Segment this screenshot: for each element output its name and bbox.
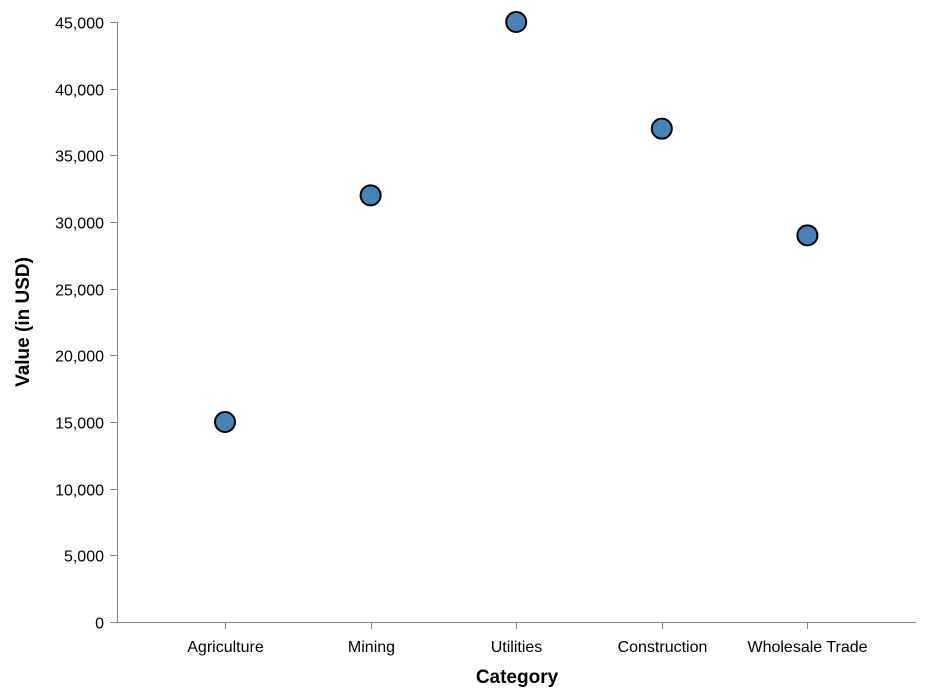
data-point — [650, 117, 673, 140]
data-points — [214, 11, 819, 433]
y-tick-label: 20,000 — [55, 349, 104, 366]
y-tick-label: 40,000 — [55, 83, 104, 100]
y-tick-label: 45,000 — [55, 16, 104, 33]
data-point — [214, 411, 236, 433]
x-axis: Agriculture Mining Utilities Construction Wh… — [117, 622, 916, 656]
y-tick-label: 5,000 — [64, 549, 104, 566]
y-tick-label: 10,000 — [55, 483, 104, 500]
data-point — [505, 11, 528, 33]
y-tick-label: 25,000 — [55, 283, 104, 300]
data-point — [796, 224, 819, 247]
x-tick-label: Mining — [348, 639, 395, 656]
y-tick-label: 35,000 — [55, 149, 104, 166]
data-point — [359, 184, 382, 207]
x-tick-label: Agriculture — [187, 639, 264, 656]
y-tick-label: 30,000 — [55, 216, 104, 233]
x-tick-label: Utilities — [491, 639, 543, 656]
y-tick-label: 0 — [95, 616, 104, 633]
y-tick-label: 15,000 — [55, 416, 104, 433]
y-axis: 0 5,000 10,000 15,000 20,000 25,000 30,000 35,0… — [55, 16, 118, 633]
y-axis-title: Value (in USD) — [13, 257, 34, 387]
x-tick-label: Wholesale Trade — [747, 639, 867, 656]
x-axis-title: Category — [476, 667, 559, 688]
x-tick-label: Construction — [618, 639, 708, 656]
